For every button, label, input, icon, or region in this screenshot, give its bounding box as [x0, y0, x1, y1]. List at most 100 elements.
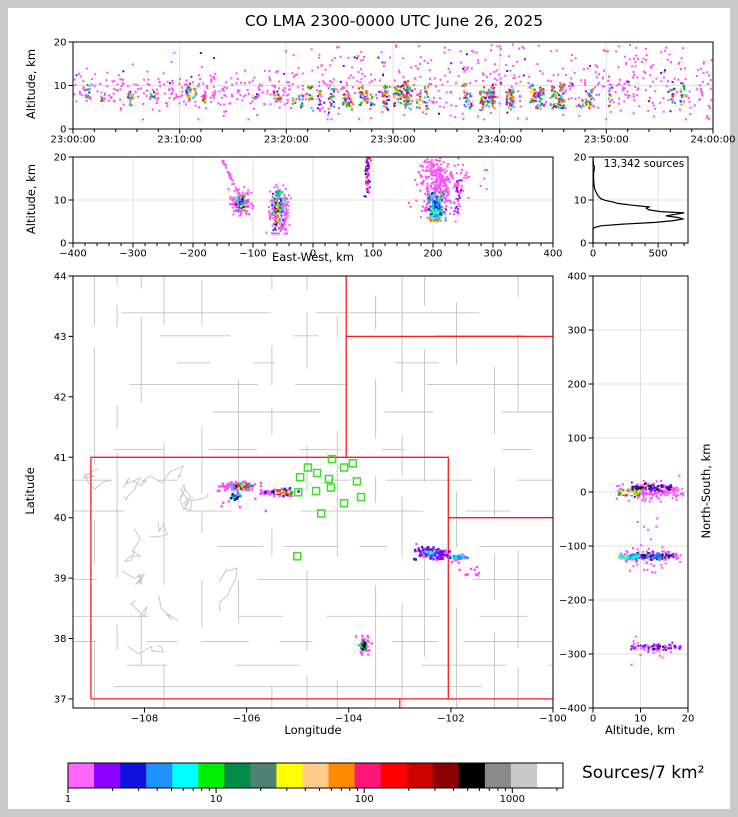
- ew-xtick-label: −400: [59, 249, 86, 260]
- map-xlabel: Longitude: [284, 723, 342, 737]
- map-xtick-label: −104: [335, 714, 362, 725]
- time-scatter-points: [87, 52, 686, 115]
- ns-panel-xlabel: Altitude, km: [604, 723, 676, 737]
- colorbar-tick-label: 100: [355, 794, 374, 805]
- ns-scatter-points: [621, 552, 674, 562]
- map-scatter-points: [231, 483, 462, 650]
- colorbar-segment: [120, 763, 147, 788]
- ew-ytick-label: 0: [60, 239, 66, 250]
- lma-station-square: [339, 463, 349, 472]
- ew-xtick-label: 400: [543, 249, 562, 260]
- state-borders: [90, 276, 553, 708]
- lma-station-square: [326, 483, 336, 492]
- colorbar-segment: [328, 763, 355, 788]
- colorbar-tick-label: 1: [65, 794, 71, 805]
- map-scatter-points: [424, 550, 439, 557]
- lma-station-square: [303, 463, 313, 472]
- ew-xtick-label: 300: [483, 249, 502, 260]
- time-ytick-label: 0: [60, 125, 66, 136]
- map-frame: [72, 275, 554, 709]
- lma-station-square: [295, 472, 305, 482]
- colorbar-segment: [198, 763, 225, 788]
- map-scatter-points: [229, 484, 367, 651]
- colorbar-segment: [484, 763, 512, 788]
- time-xtick-label: 23:20:00: [264, 135, 309, 146]
- hist-ytick-label: 0: [580, 239, 586, 250]
- altitude-histogram-panel: 0 500 0 10 20: [574, 153, 689, 260]
- map-ytick-label: 43: [54, 332, 67, 343]
- lma-station-square: [312, 468, 322, 478]
- map-ytick-label: 42: [54, 392, 67, 403]
- plan-view-map-panel: −108 −106 −104 −102 −100 37 38 39 40 41 42 43 44: [54, 272, 567, 725]
- ew-xtick-label: −300: [119, 249, 146, 260]
- colorbar-segment: [510, 763, 538, 788]
- ew-scatter-points: [364, 156, 372, 184]
- map-xtick-label: −100: [539, 714, 566, 725]
- time-panel-ylabel: Altitude, km: [24, 48, 38, 120]
- figure-paper: [8, 8, 730, 809]
- lma-station-square: [356, 492, 366, 502]
- map-ticks: [68, 275, 554, 713]
- ew-gridlines: [73, 157, 553, 243]
- ew-scatter-points: [275, 199, 282, 226]
- ns-scatter-points: [618, 553, 641, 561]
- ns-ytick-label: 200: [567, 380, 586, 391]
- lma-station-square: [316, 509, 326, 518]
- time-scatter-points: [85, 83, 686, 110]
- time-ticks: [68, 41, 714, 134]
- colorbar-segment: [354, 763, 382, 788]
- colorbar-tick-label: 10: [210, 794, 223, 805]
- hist-xtick-label: 500: [649, 249, 668, 260]
- colorbar-segment: [146, 763, 173, 788]
- colorbar-tick-label: 1000: [500, 794, 525, 805]
- colorbar-segment: [536, 763, 564, 788]
- colorbar-frame: [67, 762, 564, 789]
- colorbar-label: Sources/7 km²: [582, 763, 705, 783]
- ns-scatter-points: [615, 474, 685, 666]
- time-xtick-label: 23:50:00: [584, 135, 629, 146]
- map-ytick-label: 44: [54, 272, 67, 283]
- time-scatter-points: [87, 80, 683, 110]
- ns-ytick-label: 0: [580, 488, 586, 499]
- ew-panel-ylabel: Altitude, km: [24, 163, 38, 235]
- colorbar-segment: [432, 763, 460, 788]
- ew-scatter-points: [235, 160, 448, 232]
- colorbar-segment: [406, 763, 434, 788]
- map-content: [73, 276, 553, 708]
- time-altitude-panel: 23:00:00 23:10:00 23:20:00 23:30:00 23:40:00…: [51, 38, 736, 146]
- time-xtick-label: 23:40:00: [477, 135, 522, 146]
- ew-scatter-points: [274, 203, 443, 222]
- ns-xtick-label: 20: [682, 714, 695, 725]
- time-xtick-label: 23:30:00: [371, 135, 416, 146]
- ns-scatter-points: [622, 483, 672, 650]
- ns-xtick-label: 10: [634, 714, 647, 725]
- time-scatter-points: [73, 43, 713, 121]
- lma-station-square: [348, 459, 358, 468]
- hist-gridlines: [593, 157, 688, 243]
- time-ytick-label: 20: [54, 38, 67, 49]
- ew-ticks: [68, 156, 554, 248]
- map-scatter-points: [233, 484, 435, 651]
- hist-xtick-label: 0: [590, 249, 596, 260]
- ew-scatter-points: [239, 173, 371, 226]
- altitude-histogram-curve: [592, 157, 686, 243]
- map-ytick-label: 40: [54, 513, 67, 524]
- page-title: CO LMA 2300-0000 UTC June 26, 2025: [244, 12, 544, 30]
- ns-panel-ylabel: North-South, km: [699, 443, 713, 539]
- colorbar-segment: [380, 763, 408, 788]
- ew-xtick-label: −200: [179, 249, 206, 260]
- source-count-annotation: 13,342 sources: [603, 158, 685, 170]
- ns-ytick-label: 300: [567, 326, 586, 337]
- colorbar-segment: [224, 763, 251, 788]
- lma-station-markers: [292, 454, 366, 561]
- time-xtick-label: 24:00:00: [691, 135, 736, 146]
- colorbar-segment: [172, 763, 199, 788]
- colorbar-ticks: [67, 788, 558, 793]
- ns-scatter-points: [618, 484, 672, 651]
- ns-scatter-points: [630, 481, 682, 653]
- lma-station-square: [292, 552, 302, 561]
- ns-ytick-label: 100: [567, 434, 586, 445]
- ew-scatter-points: [235, 189, 444, 231]
- map-ytick-label: 37: [54, 694, 67, 705]
